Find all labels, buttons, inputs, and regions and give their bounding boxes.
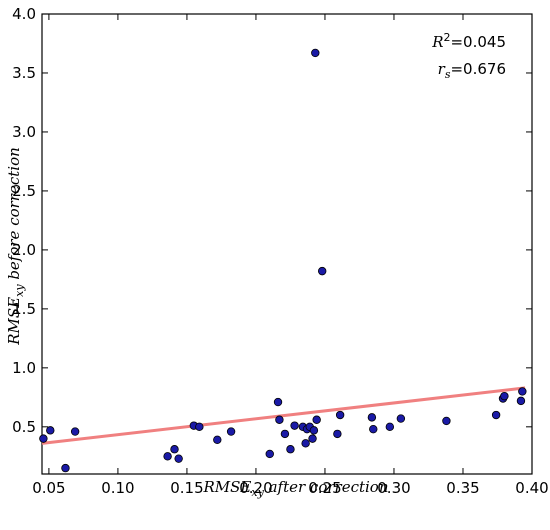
data-point-8: [195, 422, 204, 432]
spearman-annotation: rs=0.676: [438, 60, 506, 81]
x-tick-label-0: 0.05: [32, 479, 65, 497]
x-tick-label-4: 0.25: [308, 479, 341, 497]
y-axis-label: RMSExy before correction: [5, 147, 26, 346]
x-tick-label-1: 0.10: [101, 479, 134, 497]
r-squared-symbol: R: [431, 33, 443, 51]
data-point-11: [265, 449, 274, 459]
data-point-23: [311, 48, 320, 58]
plot-frame: [41, 13, 533, 475]
data-point-32: [442, 416, 451, 426]
axis-ticks: 0.05 0.10 0.15 0.20 0.25 0.30 0.35 0.40 0.5 1.0 1.…: [12, 5, 549, 497]
data-point-14: [280, 429, 290, 439]
plot-area: [41, 13, 533, 475]
data-point-2: [61, 463, 70, 473]
data-point-31: [396, 414, 406, 423]
fit-line-layer: [41, 386, 526, 445]
y-axis-label-rest: before correction: [5, 147, 23, 284]
data-point-29: [369, 424, 378, 434]
data-point-13: [275, 415, 284, 424]
data-point-33: [491, 410, 501, 420]
x-axis-label-rest: after correction: [264, 478, 389, 496]
data-point-37: [518, 387, 527, 396]
data-point-15: [286, 445, 295, 454]
spearman-value: =0.676: [450, 60, 506, 78]
data-point-30: [385, 422, 395, 432]
r-squared-sup: 2: [443, 31, 450, 44]
y-axis-label-main: RMSE: [5, 297, 23, 346]
x-tick-label-2: 0.15: [170, 479, 203, 497]
data-point-36: [516, 396, 526, 406]
data-point-22: [309, 426, 319, 435]
data-point-12: [273, 397, 283, 407]
data-point-18: [301, 439, 310, 448]
data-point-28: [367, 413, 377, 422]
fit-line: [41, 386, 526, 445]
data-point-27: [335, 410, 345, 420]
y-tick-label-7: 4.0: [12, 5, 36, 23]
x-tick-label-3: 0.20: [239, 479, 272, 497]
data-point-4: [163, 452, 172, 461]
x-tick-label-7: 0.40: [515, 479, 548, 497]
y-tick-label-1: 1.0: [12, 359, 36, 377]
data-point-10: [226, 427, 236, 436]
spearman-symbol: r: [438, 60, 446, 78]
data-point-3: [70, 427, 80, 436]
y-tick-label-0: 0.5: [12, 418, 36, 436]
spearman-sub: s: [445, 68, 451, 81]
data-point-26: [333, 429, 342, 439]
data-point-16: [290, 421, 299, 430]
y-tick-label-3: 2.0: [12, 241, 36, 259]
r-squared-annotation: R2=0.045: [431, 31, 506, 51]
y-tick-label-5: 3.0: [12, 123, 36, 141]
y-tick-label-4: 2.5: [12, 182, 36, 200]
data-point-25: [317, 266, 327, 276]
data-points: [39, 48, 527, 473]
x-axis-label-sub: xy: [251, 486, 264, 499]
data-point-1: [46, 426, 55, 435]
data-point-9: [213, 435, 222, 444]
data-point-6: [174, 454, 183, 463]
data-point-5: [170, 445, 179, 454]
x-tick-label-6: 0.35: [446, 479, 479, 497]
x-tick-label-5: 0.30: [377, 479, 410, 497]
data-point-35: [500, 391, 509, 401]
y-tick-label-6: 3.5: [12, 64, 36, 82]
y-tick-label-2: 1.5: [12, 300, 36, 318]
r-squared-value: =0.045: [450, 33, 506, 51]
data-point-24: [312, 415, 321, 424]
y-axis-label-sub: xy: [13, 284, 26, 297]
data-point-0: [39, 434, 48, 443]
x-axis-label: RMSExy after correction: [203, 478, 389, 499]
data-point-21: [308, 434, 317, 443]
x-axis-label-main: RMSE: [203, 478, 252, 496]
